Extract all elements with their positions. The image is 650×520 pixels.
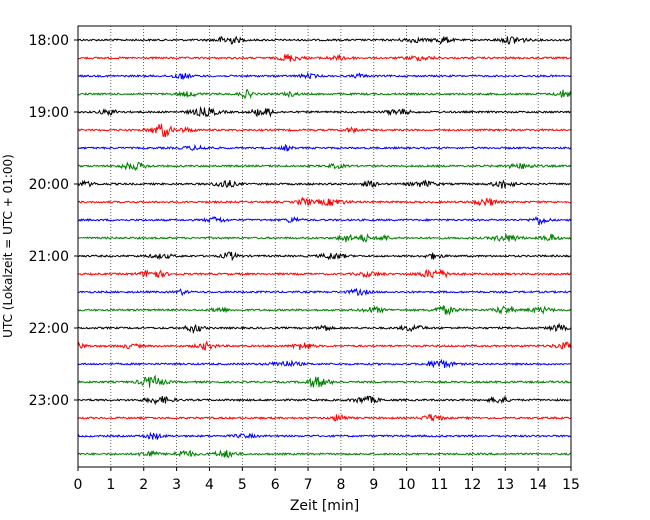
trace-line (77, 304, 572, 316)
trace-line (77, 251, 572, 262)
x-tick-label: 2 (139, 477, 148, 493)
trace-line (77, 395, 572, 406)
trace-line (77, 431, 572, 441)
y-tick-label: 19:00 (29, 105, 69, 121)
trace-line (77, 358, 572, 369)
trace-line (77, 233, 572, 243)
y-axis-label: UTC (Lokalzeit = UTC + 01:00) (1, 154, 15, 338)
trace-line (77, 53, 572, 62)
x-tick-label: 10 (398, 477, 416, 493)
trace-line (77, 143, 572, 152)
x-axis-label: Zeit [min] (290, 498, 359, 514)
trace-line (77, 322, 572, 335)
x-tick-label: 7 (304, 477, 313, 493)
x-tick-label: 0 (74, 477, 83, 493)
trace-line (77, 287, 572, 297)
trace-line (77, 161, 572, 172)
y-tick-label: 22:00 (29, 321, 69, 337)
x-tick-label: 15 (562, 477, 580, 493)
x-tick-label: 6 (271, 477, 280, 493)
seismic-traces (77, 35, 572, 459)
x-tick-label: 13 (496, 477, 514, 493)
x-tick-label: 12 (463, 477, 481, 493)
x-tick-label: 11 (431, 477, 449, 493)
trace-line (77, 414, 572, 422)
trace-line (77, 196, 572, 207)
trace-line (77, 88, 572, 100)
x-tick-label: 9 (369, 477, 378, 493)
x-tick-label: 14 (529, 477, 547, 493)
trace-line (77, 449, 572, 459)
trace-line (77, 268, 572, 279)
y-axis-ticks: 18:00 19:00 20:00 21:00 22:00 23:00 (29, 33, 78, 409)
trace-line (77, 71, 572, 80)
grid-lines (110, 26, 539, 467)
y-tick-label: 23:00 (29, 393, 69, 409)
x-tick-label: 4 (205, 477, 214, 493)
x-tick-label: 3 (172, 477, 181, 493)
trace-line (77, 123, 572, 138)
trace-line (77, 179, 572, 189)
plot-frame (77, 25, 572, 468)
trace-line (77, 340, 572, 351)
trace-line (77, 35, 572, 45)
x-tick-label: 5 (238, 477, 247, 493)
x-tick-label: 1 (106, 477, 115, 493)
x-axis-ticks: 0 1 2 3 4 5 6 7 8 9 10 11 12 13 14 15 (74, 467, 580, 493)
trace-line (77, 215, 572, 226)
trace-line (77, 105, 572, 118)
y-tick-label: 20:00 (29, 177, 69, 193)
y-tick-label: 21:00 (29, 249, 69, 265)
x-tick-label: 8 (336, 477, 345, 493)
y-tick-label: 18:00 (29, 33, 69, 49)
trace-line (77, 374, 572, 389)
